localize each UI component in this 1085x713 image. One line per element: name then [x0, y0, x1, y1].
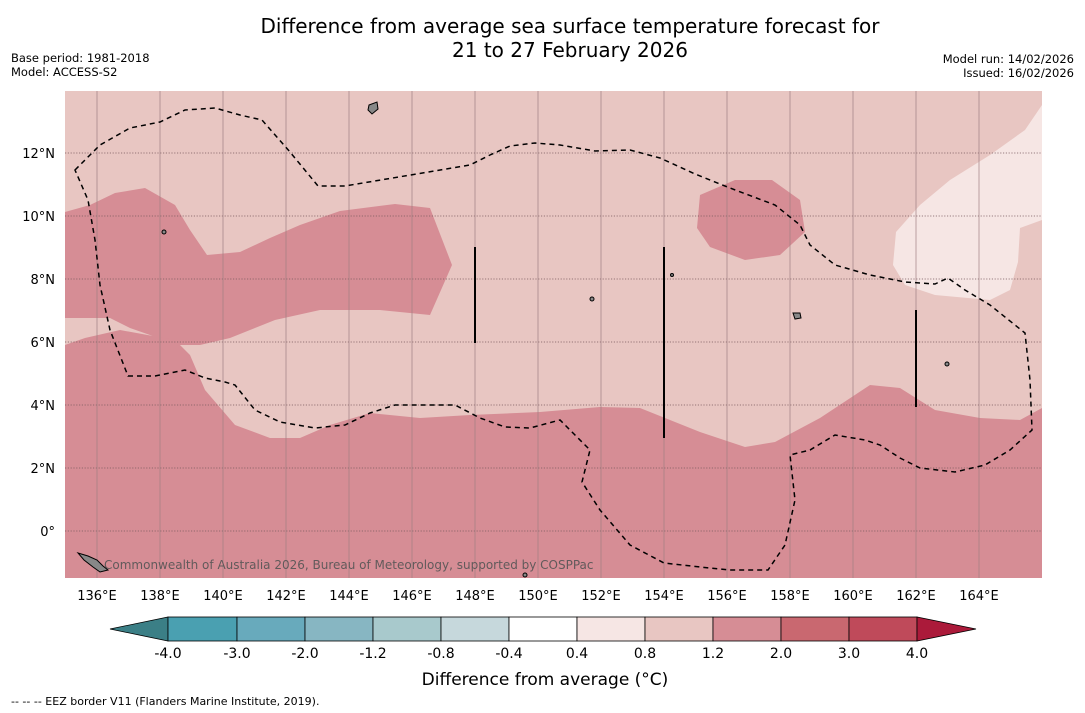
colorbar-label: 2.0	[770, 646, 792, 662]
x-tick: 138°E	[140, 589, 180, 604]
colorbar-label: 1.2	[702, 646, 724, 662]
meta-right: Model run: 14/02/2026 Issued: 16/02/2026	[943, 52, 1074, 80]
model-name: Model: ACCESS-S2	[11, 65, 118, 79]
colorbar-bin	[644, 616, 714, 642]
x-tick-labels: 136°E 138°E 140°E 142°E 144°E 146°E 148°…	[77, 589, 999, 604]
colorbar-bin	[576, 616, 646, 642]
colorbar-over-arrow	[916, 616, 977, 642]
colorbar-title: Difference from average (°C)	[421, 670, 669, 690]
colorbar-bin	[167, 616, 238, 642]
map-area	[65, 91, 1042, 578]
y-tick: 4°N	[31, 399, 56, 414]
island-yap	[161, 229, 167, 235]
eez-border	[74, 107, 1033, 571]
x-tick: 162°E	[896, 589, 936, 604]
island-small-1	[944, 361, 950, 367]
y-tick-labels: 12°N 10°N 8°N 6°N 4°N 2°N 0°	[22, 147, 55, 540]
island-kosrae	[792, 312, 802, 320]
boundary-segments	[474, 247, 917, 438]
colorbar-bin	[848, 616, 918, 642]
x-tick: 156°E	[707, 589, 747, 604]
x-tick: 148°E	[455, 589, 495, 604]
grid-lines	[65, 152, 1042, 532]
colorbar-label: -2.0	[291, 646, 318, 662]
colorbar-label: 0.4	[566, 646, 588, 662]
title-line-2: 21 to 27 February 2026	[452, 38, 688, 62]
colorbar-label: -3.0	[223, 646, 250, 662]
colorbar-bin	[440, 616, 510, 642]
islands	[76, 101, 950, 578]
model-run: Model run: 14/02/2026	[942, 52, 1074, 66]
colorbar-label: -1.2	[359, 646, 386, 662]
anomaly-0.4-0.8-region	[893, 105, 1042, 300]
colorbar-under-arrow	[109, 616, 169, 642]
colorbar-bin	[780, 616, 850, 642]
issued-date: Issued: 16/02/2026	[963, 66, 1074, 80]
x-tick: 152°E	[581, 589, 621, 604]
y-tick: 10°N	[22, 210, 55, 225]
colorbar-label: -4.0	[154, 646, 181, 662]
chart-title: Difference from average sea surface temp…	[200, 14, 940, 62]
y-tick: 6°N	[31, 336, 56, 351]
map-credit: Commonwealth of Australia 2026, Bureau o…	[104, 558, 594, 572]
x-tick: 150°E	[518, 589, 558, 604]
colorbar-bin	[372, 616, 442, 642]
y-tick: 8°N	[31, 273, 56, 288]
title-line-1: Difference from average sea surface temp…	[260, 14, 880, 38]
island-small-2	[670, 273, 674, 277]
x-tick: 146°E	[392, 589, 432, 604]
colorbar-label: -0.8	[427, 646, 454, 662]
colorbar-label: 4.0	[906, 646, 928, 662]
anomaly-1.2-2.0-south-region	[65, 330, 1042, 578]
y-tick: 0°	[40, 525, 55, 540]
colorbar	[109, 616, 977, 642]
x-tick: 140°E	[203, 589, 243, 604]
x-tick: 158°E	[770, 589, 810, 604]
colorbar-label: 3.0	[838, 646, 860, 662]
meta-left: Base period: 1981-2018 Model: ACCESS-S2	[11, 51, 150, 79]
y-tick: 2°N	[31, 462, 56, 477]
colorbar-bin	[304, 616, 374, 642]
island-guam	[367, 101, 379, 115]
island-new-ireland	[76, 552, 110, 573]
anomaly-1.2-2.0-blob	[697, 180, 805, 260]
colorbar-label: -0.4	[495, 646, 522, 662]
base-period: Base period: 1981-2018	[11, 51, 150, 65]
eez-footnote: -- -- -- EEZ border V11 (Flanders Marine…	[11, 695, 320, 708]
colorbar-bin	[712, 616, 782, 642]
x-tick: 164°E	[959, 589, 999, 604]
x-tick: 154°E	[644, 589, 684, 604]
island-chuuk	[589, 296, 595, 302]
colorbar-bin	[236, 616, 306, 642]
x-tick: 142°E	[266, 589, 306, 604]
colorbar-bin	[508, 616, 578, 642]
anomaly-1.2-2.0-north-band	[65, 188, 452, 345]
x-tick: 136°E	[77, 589, 117, 604]
y-tick: 12°N	[22, 147, 55, 162]
x-tick: 160°E	[833, 589, 873, 604]
x-tick: 144°E	[329, 589, 369, 604]
island-small-3	[522, 572, 528, 578]
colorbar-label: 0.8	[634, 646, 656, 662]
colorbar-labels: -4.0 -3.0 -2.0 -1.2 -0.8 -0.4 0.4 0.8 1.…	[154, 646, 928, 662]
